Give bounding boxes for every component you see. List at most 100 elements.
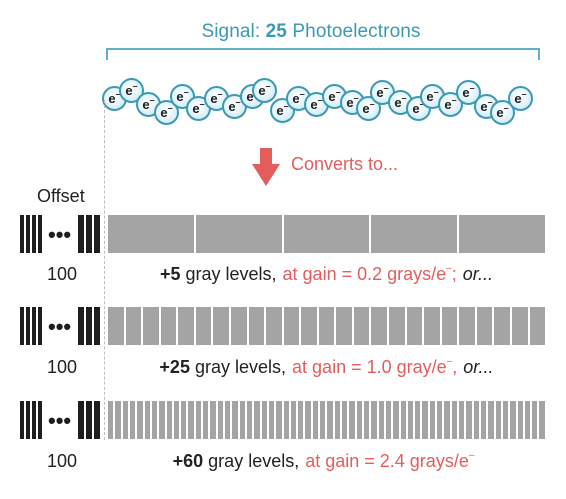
gray-level-segment (327, 401, 333, 439)
gain-charge: – (446, 356, 453, 367)
offset-bar (78, 307, 84, 345)
gray-level-segment (495, 401, 501, 439)
electron-label: e (228, 99, 236, 114)
gray-level-segment (217, 401, 223, 439)
gray-level-segment (336, 307, 352, 345)
electron-label: e (480, 99, 488, 114)
gray-level-segment (261, 401, 267, 439)
gray-level-segment (459, 215, 545, 253)
electron-label: e (160, 105, 168, 120)
electron-14: e – (322, 84, 347, 109)
gray-level-segment (488, 401, 494, 439)
electron-4: e – (154, 100, 179, 125)
gray-level-segment (108, 215, 194, 253)
gray-level-segment (422, 401, 428, 439)
gray-level-segment (529, 307, 546, 345)
gray-level-segment (476, 307, 493, 345)
offset-bar (86, 401, 92, 439)
signal-suffix: Photoelectrons (292, 21, 421, 42)
gray-level-segment (283, 401, 289, 439)
offset-value: 100 (47, 357, 78, 377)
offset-bar (26, 401, 30, 439)
electron-charge: – (299, 89, 305, 99)
electron-charge: – (167, 103, 173, 113)
gray-level-segment (188, 401, 194, 439)
offset-ellipsis: ••• (48, 314, 72, 339)
offset-bar (20, 307, 24, 345)
signal-bracket (106, 48, 540, 60)
gray-level-segment (254, 401, 260, 439)
gray-level-segment (137, 401, 143, 439)
gray-level-segment (320, 401, 326, 439)
gray-level-segment (144, 401, 150, 439)
gray-level-segment (407, 401, 414, 439)
electron-charge: – (335, 87, 341, 97)
electron-charge: – (401, 93, 407, 103)
gray-level-segment (511, 307, 528, 345)
electron-charge: – (353, 93, 359, 103)
gray-level-segment (268, 401, 275, 439)
gray-level-segment (178, 307, 194, 345)
gray-level-segment (371, 307, 387, 345)
electron-10: e – (252, 78, 277, 103)
electron-charge: – (217, 89, 223, 99)
gray-level-segment (349, 401, 355, 439)
offset-block: ••• (20, 401, 102, 439)
gray-level-segment (115, 401, 121, 439)
offset-value: 100 (47, 264, 78, 284)
electron-label: e (276, 103, 284, 118)
gray-level-segment (459, 401, 465, 439)
electron-charge: – (283, 101, 289, 111)
signal-title: Signal: 25 Photoelectrons (0, 21, 566, 43)
gray-level-segment (539, 401, 545, 439)
converts-to-label: Converts to... (291, 154, 399, 174)
electron-label: e (176, 89, 184, 104)
offset-ellipsis: ••• (48, 222, 72, 247)
offset-divider (104, 100, 105, 440)
gray-level-segment (424, 307, 440, 345)
gain-value: at gain = 2.4 grays/e (305, 451, 469, 471)
gray-level-segment (451, 401, 457, 439)
offset-ellipsis: ••• (48, 408, 72, 433)
gray-level-segment (371, 215, 458, 253)
offset-bar (38, 215, 42, 253)
gray-level-segment (213, 307, 229, 345)
gray-level-segment (195, 215, 282, 253)
offset-bar (26, 307, 30, 345)
gray-level-segment (466, 401, 472, 439)
gray-level-segment (143, 307, 159, 345)
gray-level-segment (510, 401, 516, 439)
electron-label: e (346, 95, 354, 110)
gray-level-count: +25 (159, 357, 190, 377)
gray-level-segment (378, 401, 384, 439)
gray-level-count: +5 (159, 264, 181, 284)
electron-label: e (258, 83, 266, 98)
offset-bar (20, 401, 24, 439)
electron-label: e (125, 83, 133, 98)
electron-charge: – (521, 89, 527, 99)
offset-bar (86, 307, 92, 345)
gray-level-text: gray levels, (194, 357, 287, 377)
gray-level-segment (301, 307, 317, 345)
gain-charge: – (446, 263, 452, 274)
gray-level-segment (159, 401, 165, 439)
electron-label: e (310, 97, 318, 112)
offset-bar (94, 307, 100, 345)
gray-level-segment (473, 401, 479, 439)
electron-charge: – (115, 89, 121, 99)
electron-label: e (142, 97, 150, 112)
gray-level-bar-row (108, 307, 546, 345)
electron-13: e – (304, 92, 329, 117)
gain-text: at gain = 0.2 grays/e–; (283, 263, 457, 284)
electron-charge: – (183, 87, 189, 97)
offset-bar (20, 215, 24, 253)
gray-level-segment (532, 401, 538, 439)
gray-level-segment (312, 401, 319, 439)
row-caption: +60 gray levels, at gain = 2.4 grays/e– (108, 450, 545, 472)
or-text: or... (463, 357, 494, 377)
signal-count: 25 (265, 21, 287, 42)
gray-level-bar-row (108, 401, 545, 439)
electron-charge: – (199, 99, 205, 109)
gain-value: at gain = 1.0 gray/e (292, 357, 447, 377)
